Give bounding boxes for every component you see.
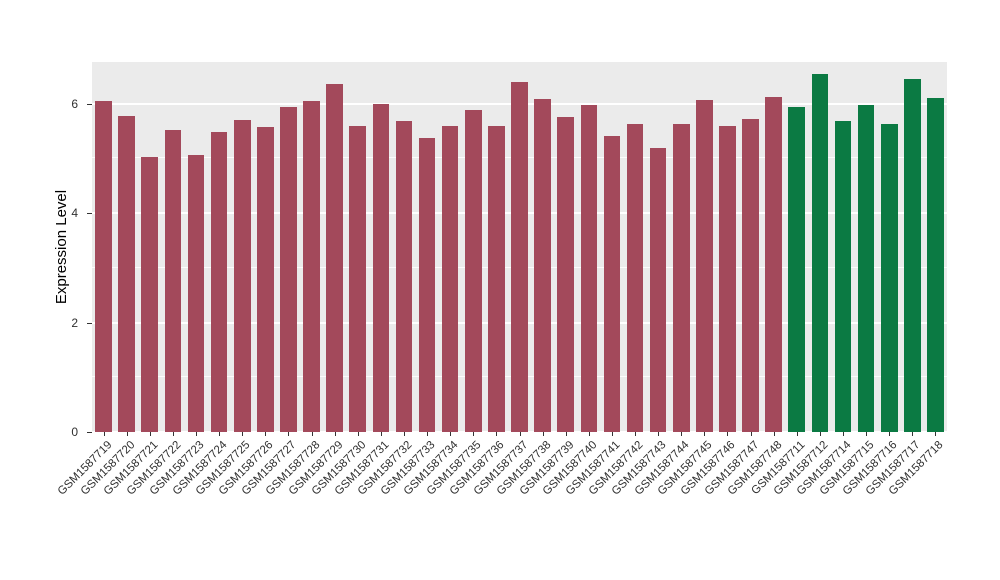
x-tick-mark [704,432,706,436]
bar-GSM1587741 [603,136,621,432]
bar-GSM1587722 [164,129,182,432]
bar-GSM1587747 [742,118,759,432]
x-tick-mark [519,432,521,436]
bar-GSM1587744 [672,123,690,432]
bar-GSM1587731 [372,103,390,432]
bar-GSM1587733 [418,137,436,432]
x-tick-mark [889,432,891,436]
x-tick-mark [288,432,290,436]
y-tick-mark [87,432,92,433]
x-tick-mark [635,432,637,436]
x-tick-mark [611,432,613,436]
x-tick-mark [727,432,729,436]
bar-GSM1587732 [395,121,413,432]
x-tick-mark [843,432,844,436]
x-tick-mark [496,432,498,436]
bar-GSM1587712 [811,73,829,432]
x-tick-mark [103,432,105,436]
x-tick-mark [796,432,798,436]
bar-GSM1587716 [880,123,898,432]
x-tick-mark [357,432,359,436]
x-tick-mark [565,432,567,436]
x-tick-mark [450,432,452,436]
bar-GSM1587735 [464,110,482,432]
x-tick-mark [681,432,683,436]
x-tick-mark [172,432,174,436]
y-tick-mark [87,103,92,105]
bar-GSM1587748 [765,97,782,432]
bar-GSM1587715 [857,105,875,432]
x-tick-mark [750,432,752,436]
bar-GSM1587742 [626,124,644,432]
bar-GSM1587740 [580,104,598,432]
x-tick-mark [149,432,151,436]
bar-GSM1587711 [788,107,806,432]
bar-GSM1587743 [649,148,667,432]
bar-GSM1587736 [488,125,505,432]
bar-GSM1587725 [233,120,251,432]
y-tick-mark [87,322,92,324]
bar-GSM1587719 [95,100,112,432]
bar-GSM1587729 [326,84,343,432]
bar-GSM1587724 [210,132,228,432]
x-tick-mark [311,432,313,436]
bar-GSM1587734 [441,125,459,432]
x-tick-mark [588,432,590,436]
x-tick-mark [866,432,868,436]
bar-GSM1587739 [557,117,575,432]
y-tick-label: 2 [71,315,78,330]
plot-panel [92,62,947,433]
x-tick-mark [473,432,475,436]
x-tick-mark [242,432,244,436]
y-tick-mark [87,213,92,215]
bar-GSM1587723 [187,155,205,432]
x-tick-mark [542,432,544,436]
bar-GSM1587721 [141,157,159,432]
bar-GSM1587737 [511,81,528,432]
x-tick-mark [912,432,914,436]
x-tick-mark [126,432,128,436]
bar-GSM1587730 [349,125,367,432]
x-tick-mark [219,432,221,436]
x-tick-mark [195,432,197,436]
bar-GSM1587738 [534,99,551,432]
x-tick-mark [658,432,660,436]
x-tick-mark [403,432,405,436]
y-tick-label: 4 [71,206,78,221]
bar-GSM1587717 [904,78,921,432]
x-tick-mark [935,432,937,436]
x-tick-mark [819,432,821,436]
y-tick-label: 6 [71,96,78,111]
x-tick-mark [773,432,775,436]
bar-GSM1587714 [834,121,852,432]
bar-GSM1587726 [256,126,274,432]
x-tick-mark [265,432,267,436]
x-tick-mark [427,432,429,436]
bar-GSM1587727 [280,107,297,432]
bar-GSM1587745 [696,99,713,432]
bar-GSM1587728 [303,100,320,432]
bar-GSM1587720 [118,115,135,432]
y-tick-label: 0 [71,425,78,439]
x-tick-mark [380,432,382,436]
bar-GSM1587718 [927,98,944,432]
bar-GSM1587746 [719,125,736,432]
x-tick-mark [334,432,336,436]
